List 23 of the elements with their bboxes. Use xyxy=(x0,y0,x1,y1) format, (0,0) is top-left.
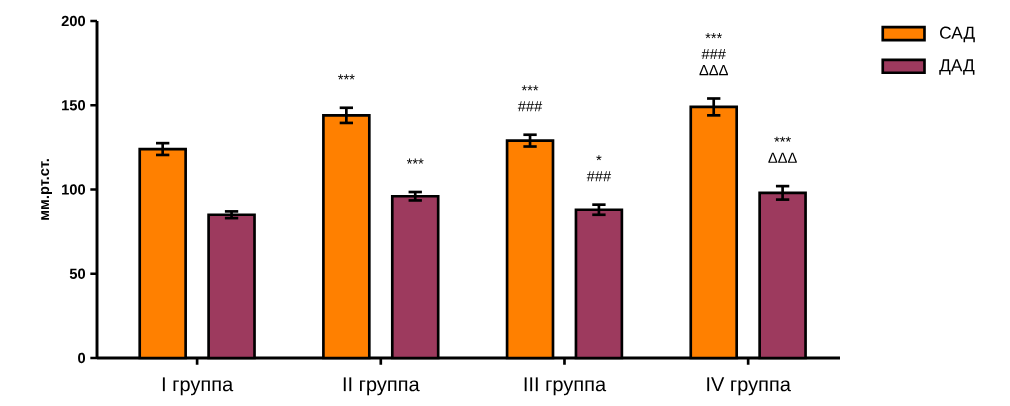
annotation: ### xyxy=(517,101,543,112)
y-tick-label: 200 xyxy=(61,15,86,27)
annotation: ### xyxy=(701,49,726,60)
legend-label: ДАД xyxy=(939,59,975,75)
y-tick-label: 150 xyxy=(62,100,86,111)
annotation: *** xyxy=(774,136,791,142)
annotation: *** xyxy=(705,33,723,39)
annotation: * xyxy=(596,155,602,161)
x-tick-label: I группа xyxy=(162,377,234,396)
y-tick-label: 100 xyxy=(62,184,86,195)
y-tick-label: 0 xyxy=(78,352,86,364)
annotation: *** xyxy=(338,74,355,80)
legend-label: САД xyxy=(940,26,975,43)
y-axis-title: мм.рт.ст. xyxy=(41,159,52,220)
annotation: ### xyxy=(586,171,612,182)
x-tick-label: II группа xyxy=(343,377,420,396)
annotation: *** xyxy=(406,158,424,164)
annotation: ΔΔΔ xyxy=(699,65,728,76)
annotation: *** xyxy=(521,85,539,91)
x-tick-label: IV группа xyxy=(707,377,791,396)
y-tick-label: 50 xyxy=(69,268,86,279)
x-tick-label: III группа xyxy=(524,377,607,396)
annotation: ΔΔΔ xyxy=(768,152,797,163)
